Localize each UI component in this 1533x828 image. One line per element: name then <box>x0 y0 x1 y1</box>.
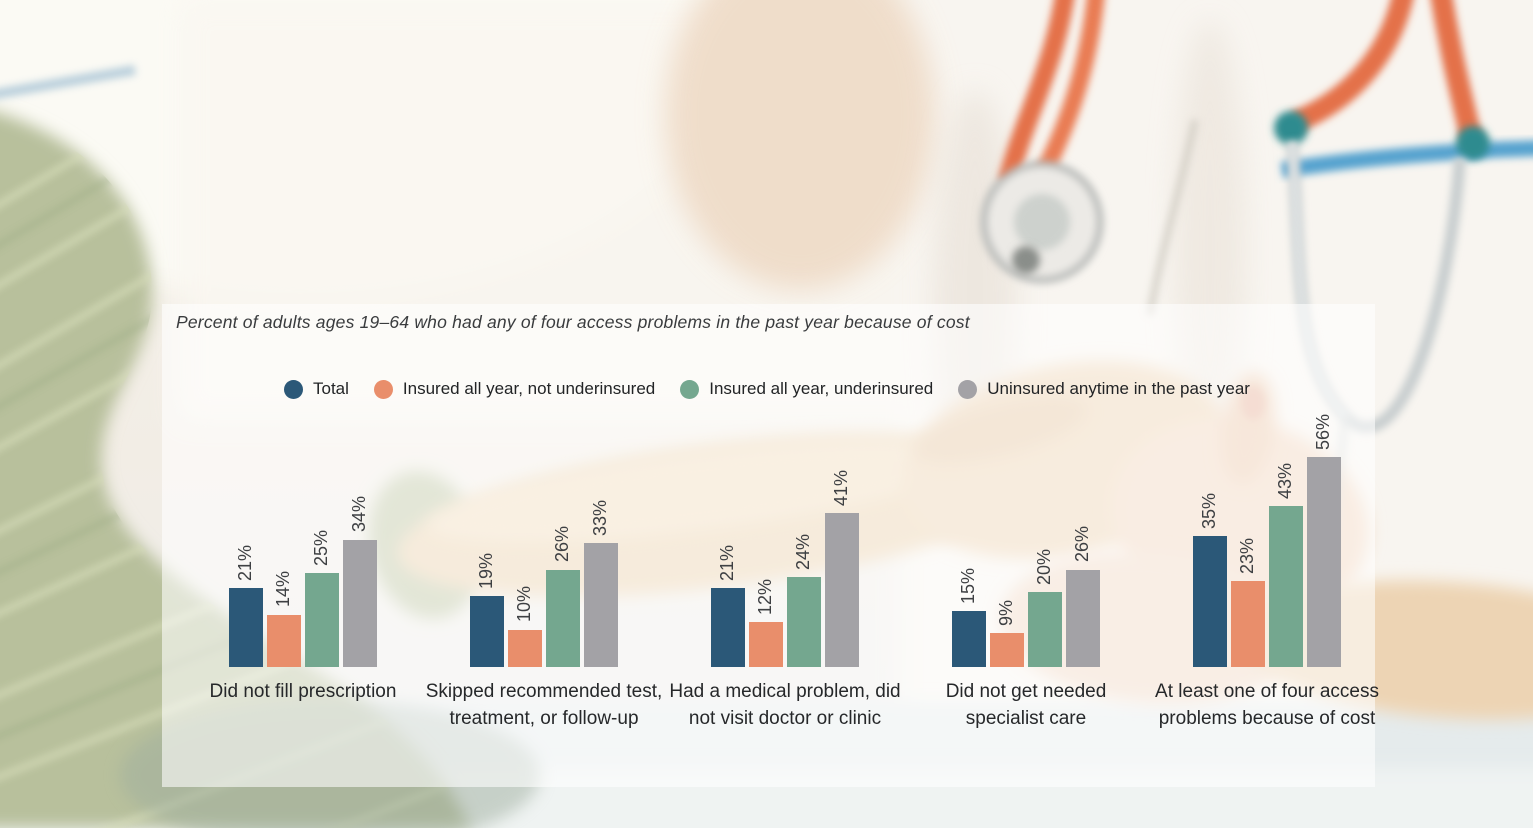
bar-value-label: 12% <box>755 578 776 615</box>
bar <box>305 573 339 667</box>
bar-value-label: 26% <box>552 526 573 563</box>
bar-value-label: 19% <box>476 552 497 589</box>
bar <box>1269 505 1303 667</box>
legend-item: Uninsured anytime in the past year <box>958 379 1250 399</box>
legend-swatch-icon <box>958 379 978 399</box>
legend-swatch-icon <box>680 379 700 399</box>
bar-column: 14% <box>267 571 301 667</box>
bar <box>1193 535 1227 667</box>
category-label: At least one of four access problems bec… <box>1155 681 1379 729</box>
bar-column: 26% <box>1066 526 1100 667</box>
bar <box>229 588 263 667</box>
bar-column: 56% <box>1307 414 1341 667</box>
bar-group: 35% 23% 43% 56% At least one of four access … <box>1155 414 1379 729</box>
bar <box>470 595 504 667</box>
bar-column: 9% <box>990 600 1024 667</box>
bar <box>1028 592 1062 667</box>
legend-item: Insured all year, not underinsured <box>373 379 656 399</box>
bar-value-label: 20% <box>1034 548 1055 585</box>
legend-item: Insured all year, underinsured <box>680 379 933 399</box>
bar-column: 12% <box>749 579 783 667</box>
bar-column: 24% <box>787 534 821 667</box>
legend-label: Insured all year, not underinsured <box>402 379 656 398</box>
bar <box>990 633 1024 667</box>
stethoscope-shape <box>0 0 1533 571</box>
bar <box>584 543 618 667</box>
bar-group: 19% 10% 26% 33% Skipped recommended test, tr… <box>426 500 663 729</box>
bar-value-label: 41% <box>831 470 852 507</box>
bar-column: 34% <box>343 496 377 667</box>
bar <box>825 513 859 667</box>
bar-column: 43% <box>1269 463 1303 667</box>
bar-value-label: 56% <box>1313 413 1334 450</box>
bar-group: 15% 9% 20% 26% Did not get needed specialist… <box>946 526 1107 729</box>
bar-column: 15% <box>952 568 986 667</box>
bar-column: 33% <box>584 500 618 667</box>
category-label: Did not fill prescription <box>209 681 397 702</box>
bar-column: 10% <box>508 586 542 667</box>
bar <box>1231 580 1265 667</box>
bar-column: 20% <box>1028 549 1062 667</box>
bar-value-label: 21% <box>717 545 738 582</box>
bar-value-label: 10% <box>514 586 535 623</box>
bar <box>546 569 580 667</box>
legend-swatch-icon <box>284 379 303 399</box>
bar-value-label: 23% <box>1237 537 1258 574</box>
legend-label: Uninsured anytime in the past year <box>987 379 1250 398</box>
bar-column: 41% <box>825 470 859 667</box>
chart-legend: Total Insured all year, not underinsured I… <box>284 379 1250 399</box>
bar-column: 26% <box>546 526 580 667</box>
bar-value-label: 33% <box>590 500 611 537</box>
bar-column: 35% <box>1193 493 1227 667</box>
bar-value-label: 25% <box>311 530 332 567</box>
bar <box>952 610 986 667</box>
category-label: Did not get needed specialist care <box>945 681 1107 729</box>
bar-column: 23% <box>1231 538 1265 667</box>
bar-value-label: 26% <box>1072 526 1093 563</box>
bar-value-label: 21% <box>235 545 256 582</box>
legend-swatch-icon <box>373 379 393 399</box>
legend-item: Total <box>284 379 349 399</box>
bar <box>1307 457 1341 667</box>
bar <box>343 539 377 667</box>
legend-label: Total <box>313 379 349 398</box>
category-label: Had a medical problem, did not visit doc… <box>669 681 901 729</box>
bar-column: 21% <box>711 545 745 667</box>
category-label: Skipped recommended test, treatment, or … <box>425 681 663 729</box>
chart-title: Percent of adults ages 19–64 who had any… <box>176 312 970 332</box>
bar-value-label: 34% <box>349 496 370 533</box>
bar-value-label: 24% <box>793 533 814 570</box>
bar <box>267 614 301 667</box>
bar-value-label: 43% <box>1275 462 1296 499</box>
bar <box>787 577 821 667</box>
bar-group: 21% 12% 24% 41% Had a medical problem, did n… <box>669 470 900 729</box>
bar-value-label: 14% <box>273 571 294 608</box>
bar-group: 21% 14% 25% 34% Did not fill prescription <box>210 496 397 702</box>
bar <box>749 622 783 667</box>
bar-column: 25% <box>305 530 339 667</box>
bar-value-label: 9% <box>996 600 1017 627</box>
bar <box>711 588 745 667</box>
bar-column: 21% <box>229 545 263 667</box>
bar-column: 19% <box>470 553 504 667</box>
bar <box>1066 569 1100 667</box>
bar-value-label: 35% <box>1199 492 1220 529</box>
legend-label: Insured all year, underinsured <box>709 379 934 398</box>
bar-value-label: 15% <box>958 567 979 604</box>
bar <box>508 629 542 667</box>
